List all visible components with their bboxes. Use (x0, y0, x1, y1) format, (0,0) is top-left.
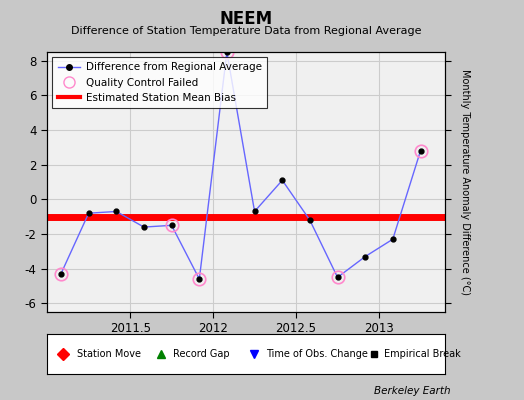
Text: Time of Obs. Change: Time of Obs. Change (266, 349, 368, 359)
Text: Record Gap: Record Gap (172, 349, 229, 359)
Y-axis label: Monthly Temperature Anomaly Difference (°C): Monthly Temperature Anomaly Difference (… (460, 69, 470, 295)
Text: Difference of Station Temperature Data from Regional Average: Difference of Station Temperature Data f… (71, 26, 421, 36)
Text: Empirical Break: Empirical Break (384, 349, 461, 359)
Legend: Difference from Regional Average, Quality Control Failed, Estimated Station Mean: Difference from Regional Average, Qualit… (52, 57, 267, 108)
Text: Station Move: Station Move (77, 349, 141, 359)
Text: NEEM: NEEM (220, 10, 273, 28)
Text: Berkeley Earth: Berkeley Earth (374, 386, 451, 396)
